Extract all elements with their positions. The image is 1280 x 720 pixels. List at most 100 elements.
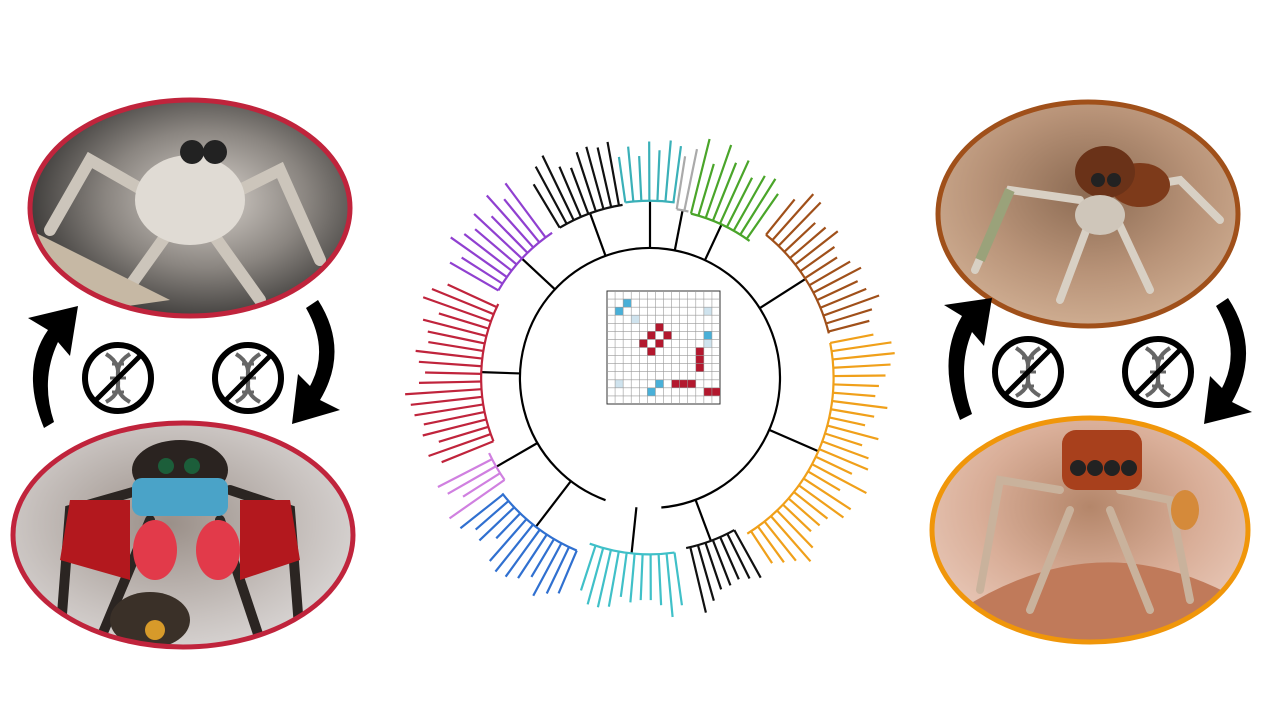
branch [504, 529, 541, 578]
clade-stem [703, 224, 723, 261]
branch [447, 465, 497, 495]
matrix-cell [615, 307, 624, 316]
clade-stem [481, 371, 521, 375]
branch [494, 523, 534, 573]
branch [428, 341, 484, 353]
branch [474, 228, 518, 266]
phylogeny [405, 138, 895, 618]
branch [776, 509, 814, 549]
branch [569, 167, 590, 215]
branch [789, 226, 827, 259]
branch [627, 146, 635, 202]
branch [410, 395, 483, 406]
branch [675, 156, 687, 210]
backbone [518, 246, 782, 509]
clade-arc [625, 199, 675, 204]
branch [793, 491, 829, 520]
branch [757, 525, 785, 563]
clade-arc [497, 231, 553, 291]
matrix-cell [615, 379, 624, 388]
matrix-cell [703, 307, 712, 316]
branch [665, 553, 674, 618]
branch [732, 175, 766, 232]
matrix-cell [663, 331, 672, 340]
branch [462, 472, 501, 498]
clade-stem [768, 428, 819, 453]
branch [478, 506, 515, 542]
branch [833, 363, 891, 369]
branch [532, 542, 563, 597]
branch [579, 545, 597, 591]
branch [425, 371, 482, 375]
clade-stem [694, 499, 712, 542]
branch [704, 144, 733, 219]
photo-bottom-left [10, 420, 356, 650]
branch [490, 215, 529, 254]
clade-stem [630, 507, 638, 554]
branch [816, 280, 859, 302]
branch [697, 163, 715, 216]
branch [545, 546, 570, 594]
matrix-cell [679, 379, 688, 388]
branch [798, 484, 845, 519]
branch [771, 193, 815, 241]
branch [719, 536, 740, 580]
branch [696, 544, 715, 601]
branch [672, 145, 683, 203]
branch [638, 156, 643, 202]
clade-arc [676, 208, 689, 213]
branch [711, 162, 738, 222]
arrows [28, 298, 1252, 428]
branch [617, 156, 627, 203]
branch [532, 183, 561, 229]
branch [575, 151, 597, 212]
branch [803, 477, 852, 511]
branch [422, 318, 487, 338]
clade-stem [759, 278, 807, 310]
branch [763, 520, 797, 562]
clade-arc [685, 529, 735, 550]
branch [437, 458, 493, 488]
matrix-cell [631, 315, 640, 324]
branch [585, 146, 605, 210]
branch [448, 478, 506, 520]
matrix-cell [711, 387, 720, 396]
branch [815, 455, 853, 475]
matrix-cell [655, 339, 664, 348]
branch [832, 352, 895, 361]
branch [782, 503, 812, 533]
clade-stem [535, 480, 572, 528]
matrix-cell [639, 339, 648, 348]
branch [799, 246, 836, 273]
branch [586, 547, 605, 605]
branch [819, 287, 867, 309]
branch [823, 294, 880, 317]
branch [765, 198, 796, 236]
clade-arc [765, 233, 830, 334]
clade-stem [673, 210, 684, 251]
photo-top-left [27, 97, 353, 319]
branch [664, 140, 672, 202]
branch [534, 166, 568, 225]
branch [711, 539, 732, 586]
matrix-cell [655, 379, 664, 388]
branch [473, 213, 523, 260]
branch [656, 150, 661, 201]
branch [438, 312, 489, 330]
branch [783, 222, 816, 253]
photo-top-right [935, 99, 1241, 329]
branch [739, 178, 777, 236]
branch [405, 388, 482, 396]
branch [828, 319, 870, 333]
branch [831, 341, 892, 353]
branch [770, 515, 812, 563]
branch [804, 256, 838, 280]
branch [596, 549, 613, 608]
branch [488, 518, 528, 562]
matrix-cell [695, 347, 704, 356]
clade-arc [559, 203, 623, 229]
branch [629, 553, 636, 603]
branch [689, 546, 707, 613]
branch [704, 542, 723, 590]
